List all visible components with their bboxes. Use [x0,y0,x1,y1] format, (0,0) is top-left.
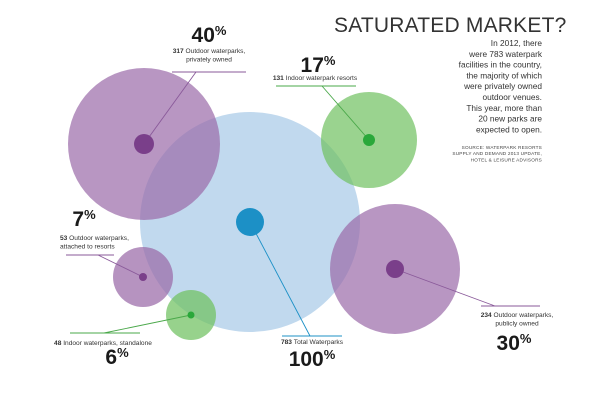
source-line-0: SOURCE: WATERPARK RESORTS [462,145,542,150]
label-indoor-resorts-line-0: 131 Indoor waterpark resorts [273,75,358,82]
label-indoor-standalone-line-0: 48 Indoor waterparks, standalone [54,340,152,347]
percent-outdoor-resorts: 7% [72,207,96,231]
source-line-2: HOTEL & LEISURE ADVISORS [471,157,542,162]
label-outdoor-resorts-line-0: 53 Outdoor waterparks, [60,235,129,242]
dot-outdoor-private [134,134,154,154]
percent-indoor-standalone: 6% [105,345,129,369]
dot-outdoor-public [386,260,404,278]
label-outdoor-resorts-line-1: attached to resorts [60,244,115,251]
label-total-line-0: 783 Total Waterparks [281,339,344,346]
leader-line-indoor-resorts [321,85,370,141]
description-line-3: the majority of which [466,70,542,80]
leader-line-indoor-standalone [103,314,192,334]
percent-total: 100% [289,347,336,371]
leader-line-outdoor-resorts [97,254,144,278]
label-outdoor-public-line-1: publicly owned [495,321,539,328]
percent-outdoor-private: 40% [192,23,227,47]
label-outdoor-private-line-0: 317 Outdoor waterparks, [173,48,246,55]
description-line-2: facilities in the country, [459,60,542,70]
dot-indoor-standalone [187,311,195,319]
percent-outdoor-public: 30% [497,331,532,355]
leader-line-outdoor-private [143,71,197,145]
source-line-1: SUPPLY AND DEMAND 2013 UPDATE, [452,151,542,156]
label-outdoor-private-line-1: privately owned [186,57,232,64]
percent-indoor-resorts: 17% [301,53,336,77]
description-line-4: were privately owned [463,81,542,91]
leader-line-total [249,221,311,337]
description-line-0: In 2012, there [491,38,543,48]
description-line-8: expected to open. [476,124,542,134]
chart-title: SATURATED MARKET? [334,14,566,37]
dot-outdoor-resorts [139,273,147,281]
description-line-6: This year, more than [466,103,542,113]
label-outdoor-public-line-0: 234 Outdoor waterparks, [481,312,554,319]
leader-line-outdoor-public [394,268,496,307]
dot-indoor-resorts [363,134,375,146]
description-line-7: 20 new parks are [478,114,542,124]
description-line-1: were 783 waterpark [468,49,543,59]
dot-total [236,208,264,236]
description-line-5: outdoor venues. [482,92,542,102]
